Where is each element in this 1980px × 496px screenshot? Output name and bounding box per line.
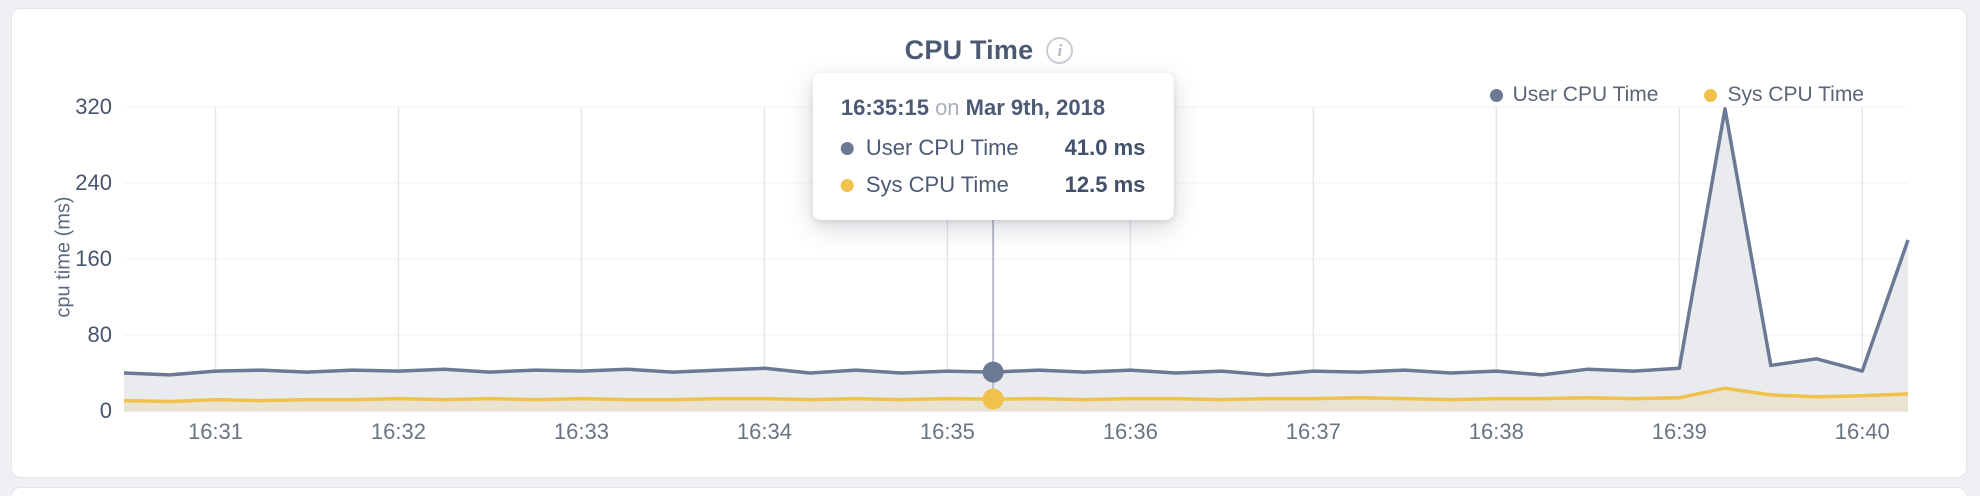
x-tick-label: 16:38 <box>1468 419 1524 444</box>
tooltip-connector: on <box>935 95 960 120</box>
chart-title: CPU Time <box>904 35 1034 65</box>
x-tick-label: 16:35 <box>919 419 975 444</box>
x-tick-label: 16:34 <box>736 419 792 444</box>
chart-svg[interactable] <box>123 106 1910 412</box>
tooltip-header: 16:35:15 on Mar 9th, 2018 <box>841 95 1146 121</box>
sys-cpu-time-line <box>123 386 1909 404</box>
x-tick-label: 16:37 <box>1285 419 1341 444</box>
x-tick-label: 16:31 <box>187 419 244 444</box>
tooltip-value-sys: 12.5 ms <box>1064 172 1146 197</box>
tooltip-time: 16:35:15 <box>840 95 929 120</box>
x-tick-label: 16:39 <box>1651 419 1707 444</box>
legend-item-sys-cpu-time[interactable]: Sys CPU Time <box>1704 83 1864 107</box>
x-tick-label: 16:32 <box>370 419 426 444</box>
tooltip-row-sys: Sys CPU Time 12.5 ms <box>840 172 1146 198</box>
x-tick-label: 16:36 <box>1102 419 1158 444</box>
x-tick-label: 16:40 <box>1834 419 1890 444</box>
hover-dot-user <box>982 361 1004 383</box>
chart-plot-area[interactable] <box>123 106 1910 412</box>
next-card-edge <box>11 487 1967 496</box>
y-tick-label: 320 <box>75 94 112 119</box>
legend-dot-sys-icon <box>1704 88 1718 102</box>
hover-tooltip: 16:35:15 on Mar 9th, 2018 User CPU Time … <box>812 73 1174 220</box>
info-icon[interactable]: i <box>1046 37 1074 64</box>
cpu-time-chart-card: CPU Time i User CPU Time Sys CPU Time cp… <box>11 8 1967 478</box>
y-tick-label: 0 <box>99 398 112 423</box>
tooltip-dot-user-icon <box>840 141 854 155</box>
hover-dot-sys <box>982 388 1004 410</box>
y-tick-label: 240 <box>75 170 112 195</box>
tooltip-value-user: 41.0 ms <box>1064 135 1146 160</box>
legend-label-user: User CPU Time <box>1512 83 1659 106</box>
tooltip-dot-sys-icon <box>840 178 854 192</box>
legend-item-user-cpu-time[interactable]: User CPU Time <box>1489 83 1659 107</box>
chart-legend: User CPU Time Sys CPU Time <box>1489 83 1864 107</box>
legend-dot-user-icon <box>1489 88 1503 102</box>
y-tick-label: 160 <box>75 246 112 271</box>
tooltip-date: Mar 9th, 2018 <box>965 95 1106 120</box>
tooltip-label-user: User CPU Time <box>865 135 1019 160</box>
y-tick-label: 80 <box>87 322 112 347</box>
chart-header: CPU Time i <box>12 35 1966 66</box>
tooltip-label-sys: Sys CPU Time <box>865 172 1009 197</box>
tooltip-row-user: User CPU Time 41.0 ms <box>840 135 1146 161</box>
legend-label-sys: Sys CPU Time <box>1727 83 1864 106</box>
user-cpu-time-line <box>123 107 1910 377</box>
x-tick-label: 16:33 <box>553 419 609 444</box>
